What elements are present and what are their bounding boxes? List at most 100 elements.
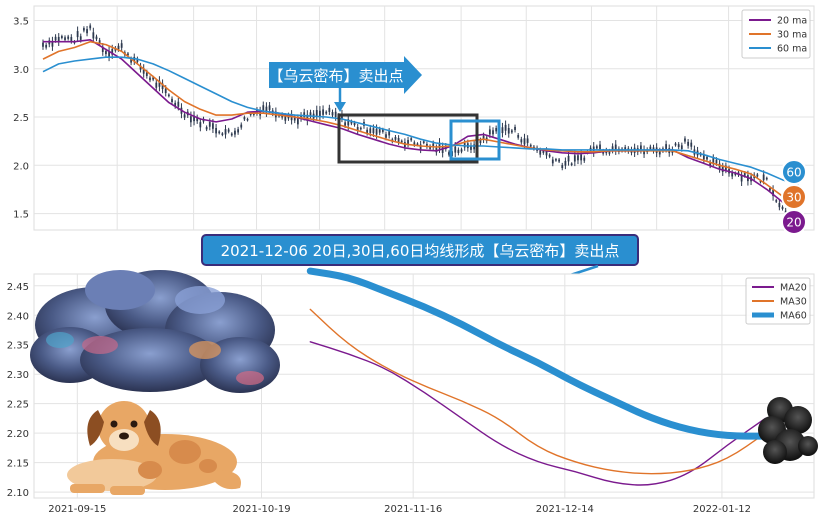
price-candle-body (381, 129, 384, 132)
price-candle-body (419, 144, 422, 150)
price-candle-body (57, 36, 60, 43)
price-candle-body (196, 117, 199, 122)
price-candle-body (246, 118, 249, 121)
price-candle-body (60, 36, 63, 38)
sell-signal-callout: 【乌云密布】卖出点 (268, 56, 422, 112)
top-y-tick-label: 3.5 (13, 16, 29, 27)
price-candle-body (507, 127, 510, 134)
dog-illustration (67, 401, 241, 495)
top-y-tick-labels: 1.5 2.0 2.5 3.0 3.5 (13, 16, 29, 220)
price-candle-body (369, 128, 372, 133)
price-candle-body (426, 143, 428, 147)
price-candle-body (328, 107, 331, 112)
price-candle-body (83, 28, 85, 31)
price-candle-body (687, 141, 690, 146)
bottom-legend-label: MA30 (780, 297, 807, 308)
price-candle-body (583, 157, 586, 161)
price-candle-body (262, 105, 265, 111)
bottom-legend-label: MA60 (780, 311, 807, 322)
price-candle-body (482, 135, 485, 140)
price-candle-body (45, 44, 48, 48)
price-candle-body (375, 128, 378, 135)
price-candle-body (293, 116, 296, 121)
bottom-x-tick-label: 2021-12-14 (536, 504, 594, 515)
price-candle-body (595, 146, 598, 149)
price-candle-body (643, 149, 645, 155)
price-candle-body (237, 129, 240, 133)
price-candle-body (167, 94, 170, 97)
price-candle-body (510, 130, 513, 133)
price-candle-body (161, 83, 164, 90)
price-candle-body (422, 141, 425, 143)
price-candle-body (306, 114, 309, 121)
banner-text: 2021-12-06 20日,30日,60日均线形成【乌云密布】卖出点 (221, 242, 620, 260)
top-y-tick-label: 2.5 (13, 113, 29, 124)
price-candle-body (127, 53, 129, 56)
price-candle-body (573, 155, 576, 162)
price-candle-body (555, 159, 557, 161)
pattern-dark-box (337, 113, 479, 164)
price-candle-body (756, 174, 759, 177)
price-candle-body (378, 129, 381, 133)
top-y-tick-label: 1.5 (13, 210, 29, 221)
price-candle-body (690, 142, 693, 147)
price-candle-body (400, 140, 403, 143)
bottom-y-tick-label: 2.45 (7, 282, 29, 293)
price-candle-body (517, 135, 520, 138)
price-candle-body (523, 138, 526, 145)
price-candle-body (234, 130, 236, 135)
badge-30-label: 30 (786, 191, 801, 205)
bottom-y-tick-label: 2.40 (7, 311, 29, 322)
price-candle-body (624, 147, 627, 151)
price-candle-body (230, 133, 233, 136)
price-candle-body (542, 150, 545, 153)
price-candle-body (410, 138, 413, 141)
price-candle-body (227, 129, 230, 132)
price-candle-body (155, 82, 158, 88)
price-candle-body (334, 111, 337, 117)
bottom-x-tick-label: 2021-09-15 (48, 504, 106, 515)
price-candle-body (473, 144, 476, 150)
price-candle-body (514, 126, 516, 131)
price-candle-body (89, 25, 92, 29)
price-candle-body (136, 58, 139, 62)
price-candle-body (570, 163, 573, 165)
price-candle-body (718, 163, 721, 169)
price-candle-body (95, 36, 98, 40)
price-candle-body (149, 77, 151, 81)
price-candle-body (778, 202, 781, 208)
price-candle-body (539, 150, 542, 155)
bottom-legend-items: MA20 MA30 MA60 (752, 283, 807, 322)
price-candle-body (42, 42, 44, 47)
price-candle-body (325, 111, 328, 114)
price-candle-body (479, 139, 482, 144)
price-candle-body (614, 144, 617, 151)
price-candle-body (193, 115, 195, 122)
top-legend-box (741, 9, 811, 59)
price-candle-body (385, 134, 387, 138)
price-candle-body (189, 116, 192, 123)
price-candle-body (706, 156, 708, 160)
badge-20-label: 20 (786, 216, 801, 230)
top-y-tick-label: 3.0 (13, 65, 29, 76)
price-candle-body (120, 43, 123, 48)
price-candle-body (504, 124, 507, 131)
price-candle-body (743, 173, 746, 176)
price-candle-body (117, 45, 120, 50)
price-candle-body (397, 138, 400, 142)
price-candle-body (145, 72, 148, 76)
price-candle-body (67, 36, 70, 39)
price-candle-body (111, 49, 114, 55)
price-candle-body (709, 162, 712, 166)
price-candle-body (470, 145, 472, 150)
sell-signal-label: 【乌云密布】卖出点 (268, 67, 403, 85)
bottom-y-tick-label: 2.30 (7, 370, 29, 381)
bottom-y-tick-labels: 2.10 2.15 2.20 2.25 2.30 2.35 2.40 2.45 (7, 282, 29, 499)
price-candle-body (501, 127, 504, 134)
top-y-tick-label: 2.0 (13, 161, 29, 172)
price-candle-body (92, 32, 95, 39)
price-candle-body (407, 140, 409, 145)
price-candle-body (64, 37, 66, 40)
price-candle-body (372, 128, 375, 134)
